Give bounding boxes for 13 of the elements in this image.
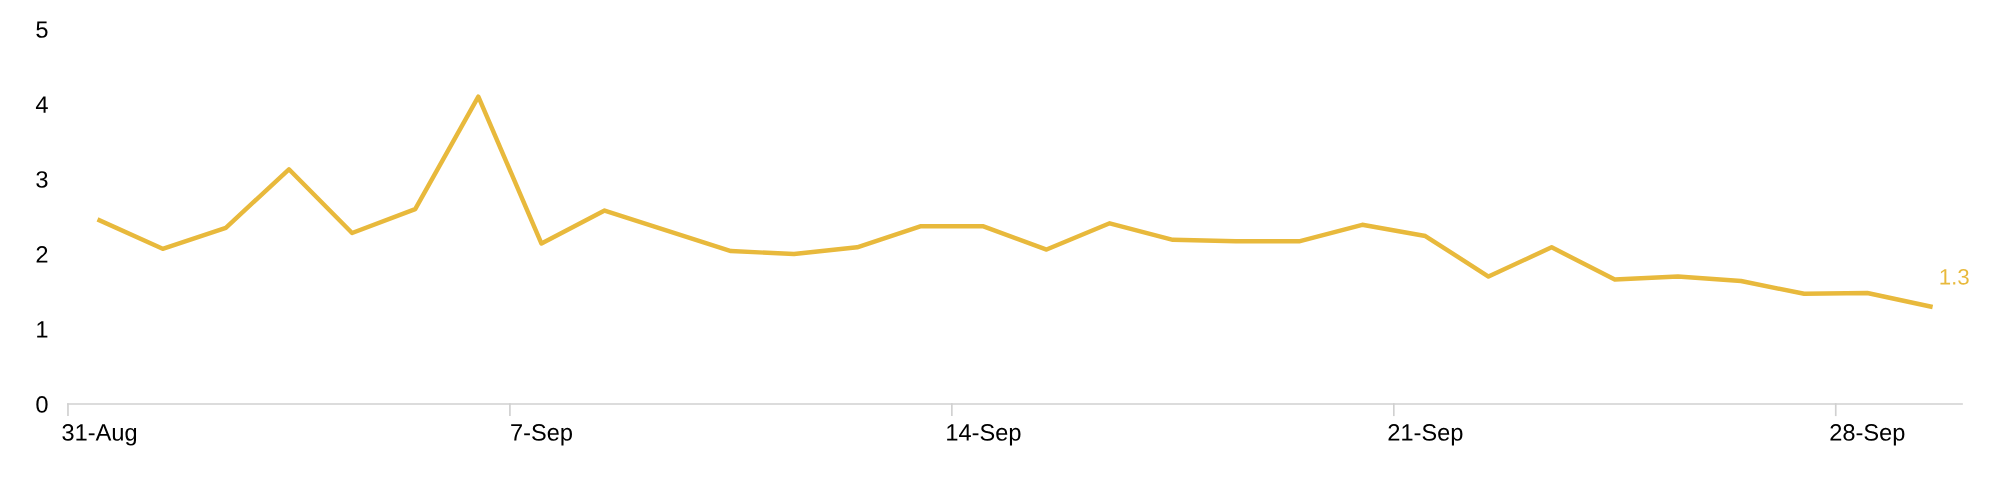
data-label: 1.3 bbox=[1940, 268, 1969, 285]
y-tick-label: 3 bbox=[36, 171, 48, 188]
y-tick-label: 5 bbox=[36, 21, 48, 38]
y-tick-label: 1 bbox=[37, 321, 48, 338]
line-series bbox=[97, 94, 1933, 309]
x-tick-label: 21-Sep bbox=[1388, 424, 1463, 446]
x-tick-label: 14-Sep bbox=[947, 424, 1021, 446]
x-tick-label: 7-Sep bbox=[511, 424, 572, 446]
y-tick-label: 2 bbox=[36, 246, 48, 263]
y-tick-label: 0 bbox=[36, 396, 48, 413]
x-tick-label: 31-Aug bbox=[62, 424, 137, 446]
y-tick-label: 4 bbox=[35, 96, 48, 113]
x-tick-label: 28-Sep bbox=[1830, 424, 1905, 446]
